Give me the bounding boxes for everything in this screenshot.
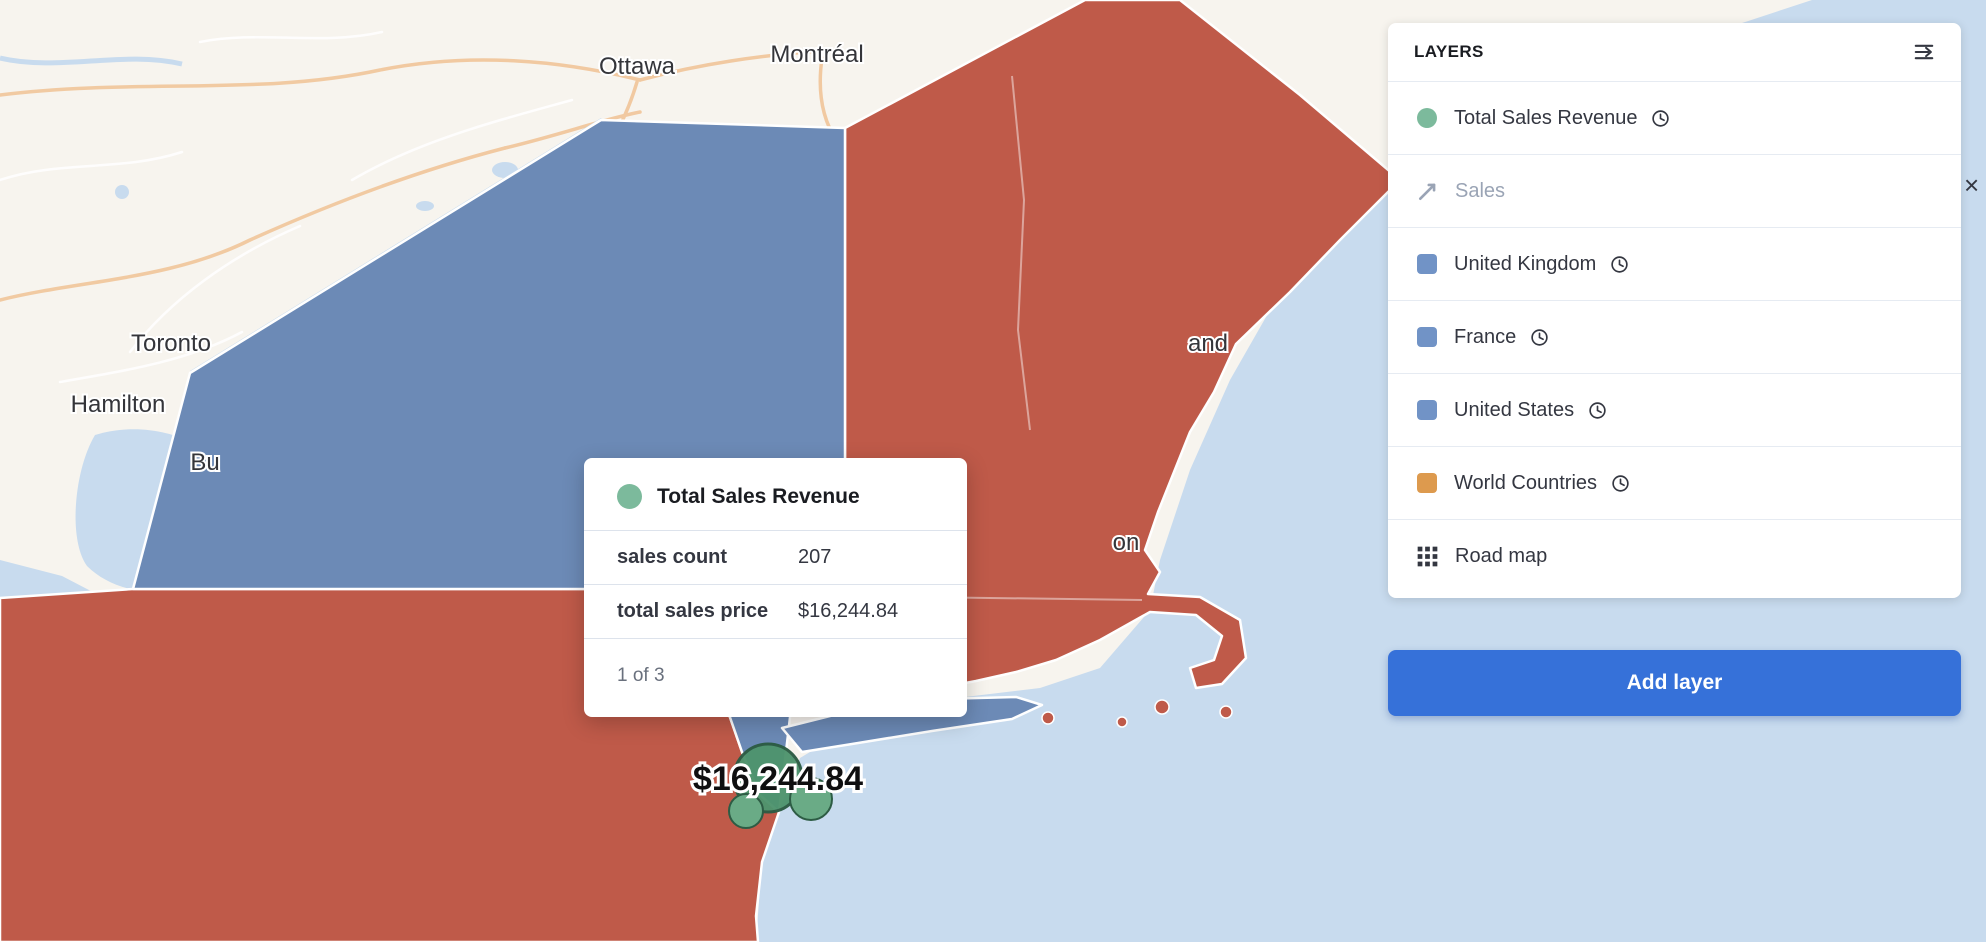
layer-swatch-icon	[617, 484, 642, 509]
island	[1116, 716, 1128, 728]
small-lake	[115, 185, 129, 199]
property-label: total sales price	[617, 600, 769, 622]
map-label-hamilton: Hamilton	[71, 391, 166, 418]
clock-icon	[1652, 109, 1670, 127]
clock-icon	[1612, 474, 1629, 492]
property-value: 207	[798, 546, 832, 568]
clock-icon	[1589, 401, 1606, 419]
map-labels: Ottawa Montréal Toronto Hamilton Bu and …	[69, 39, 1230, 801]
tooltip-pagination[interactable]: 1 of 3	[584, 638, 967, 687]
tooltip-row-total-sales-price: total sales price $16,244.84	[584, 584, 967, 638]
layer-row-world-countries[interactable]: World Countries	[1388, 446, 1961, 519]
layer-row-united-states[interactable]: United States	[1388, 373, 1961, 446]
layers-panel: LAYERS Total Sales Revenue Sales United	[1388, 23, 1961, 598]
layer-row-road-map[interactable]: Road map	[1388, 519, 1961, 592]
small-lake	[416, 201, 434, 211]
property-value: $16,244.84	[798, 600, 899, 622]
close-icon[interactable]: ×	[1964, 170, 1980, 200]
layer-label: Sales	[1455, 179, 1506, 202]
map-label-buffalo-partial: Bu	[190, 449, 219, 476]
add-layer-button[interactable]: Add layer	[1388, 650, 1961, 716]
line-layer-icon	[1418, 183, 1436, 200]
layer-label: United States	[1454, 398, 1575, 421]
island	[1041, 711, 1055, 725]
island	[1219, 705, 1233, 719]
tooltip-row-sales-count: sales count 207	[584, 530, 967, 584]
map-label-boston-partial: on	[1113, 529, 1140, 556]
layer-swatch-icon	[1417, 400, 1437, 420]
map-label-montreal: Montréal	[770, 41, 863, 68]
tooltip-header: Total Sales Revenue	[584, 484, 967, 530]
feature-tooltip: Total Sales Revenue sales count 207 tota…	[584, 458, 967, 717]
layers-panel-header: LAYERS	[1388, 23, 1961, 81]
layer-swatch-icon	[1417, 327, 1437, 347]
layer-label: Road map	[1455, 544, 1548, 567]
map-label-toronto: Toronto	[131, 330, 211, 357]
island	[1154, 699, 1170, 715]
river	[0, 55, 183, 67]
layer-row-sales[interactable]: Sales	[1388, 154, 1961, 227]
tooltip-title: Total Sales Revenue	[657, 484, 860, 508]
layer-swatch-icon	[1417, 254, 1437, 274]
revenue-value-label: $16,244.84	[693, 760, 863, 798]
layer-label: United Kingdom	[1454, 252, 1597, 275]
layer-label: France	[1454, 325, 1517, 348]
layer-swatch-icon	[1417, 108, 1437, 128]
layer-label: Total Sales Revenue	[1454, 106, 1638, 129]
layer-swatch-icon	[1417, 473, 1437, 493]
map-label-ottawa: Ottawa	[599, 53, 676, 80]
layer-row-united-kingdom[interactable]: United Kingdom	[1388, 227, 1961, 300]
clock-icon	[1611, 255, 1629, 273]
layer-label: World Countries	[1454, 471, 1598, 494]
property-label: sales count	[617, 546, 728, 568]
collapse-panel-icon[interactable]	[1913, 41, 1935, 63]
clock-icon	[1531, 328, 1548, 346]
grid-icon	[1417, 546, 1438, 566]
layers-panel-title: LAYERS	[1414, 42, 1484, 61]
map-label-portland-partial: and	[1188, 330, 1228, 357]
layer-row-total-sales-revenue[interactable]: Total Sales Revenue	[1388, 81, 1961, 154]
cluster-marker[interactable]	[728, 742, 833, 829]
layer-row-france[interactable]: France	[1388, 300, 1961, 373]
